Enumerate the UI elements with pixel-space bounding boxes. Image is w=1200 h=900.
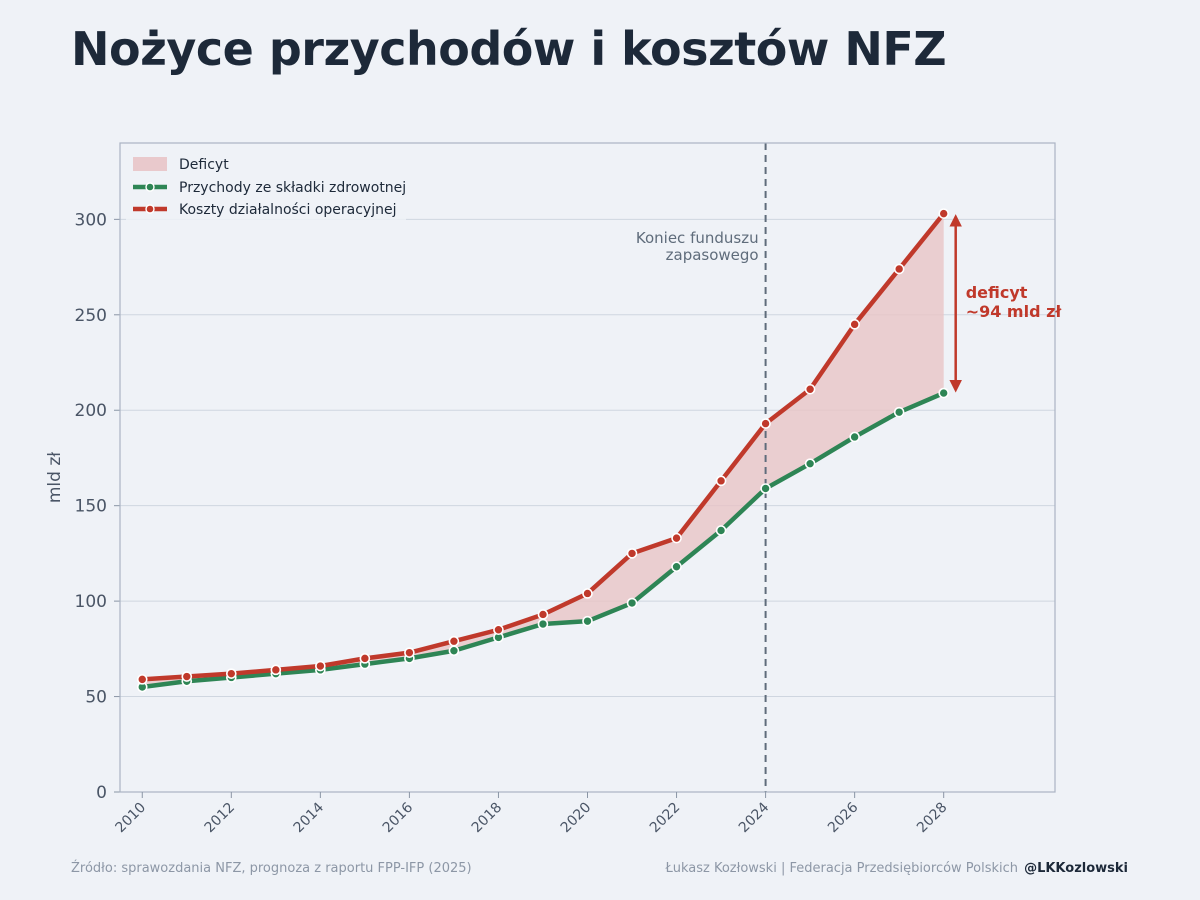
y-tick-label: 200 [75, 401, 107, 421]
deficit-label: deficyt [966, 283, 1028, 302]
data-point [760, 483, 771, 494]
x-tick-label: 2022 [647, 800, 684, 837]
source-note: Źródło: sprawozdania NFZ, prognoza z rap… [71, 861, 472, 876]
x-tick-label: 2024 [736, 799, 773, 836]
data-point [226, 668, 237, 679]
legend-marker [145, 204, 155, 214]
legend-swatch-deficit [133, 157, 167, 171]
fund-end-label: zapasowego [666, 246, 759, 264]
legend: Deficyt Przychody ze składki zdrowotnej Ko… [126, 150, 406, 222]
y-tick-label: 100 [75, 592, 107, 612]
data-point [849, 431, 860, 443]
data-point [448, 635, 460, 647]
data-point [671, 561, 682, 573]
series-layer [136, 208, 949, 693]
x-tick-label: 2018 [469, 800, 506, 837]
data-point [938, 387, 949, 399]
data-point [136, 674, 148, 685]
y-tick-label: 50 [85, 688, 107, 708]
x-tick-label: 2014 [291, 799, 328, 836]
axes: 0 50 100 150 200 250 300 2010 2012 2014 2016 2018 20… [45, 142, 1056, 837]
legend-marker [145, 182, 155, 192]
data-point [537, 618, 549, 630]
y-tick-label: 0 [96, 783, 107, 803]
y-tick-label: 150 [75, 497, 107, 517]
deficit-annotation: deficyt~94 mld zł [949, 214, 1063, 393]
deficit-area [142, 213, 944, 688]
data-point [849, 319, 860, 330]
data-point [404, 647, 415, 658]
data-point [938, 208, 949, 219]
data-point [582, 588, 593, 599]
data-point [582, 615, 593, 627]
data-point [671, 532, 682, 544]
data-point [181, 671, 193, 682]
data-point [626, 597, 638, 609]
y-tick-label: 300 [75, 210, 107, 230]
y-tick-label: 250 [75, 306, 107, 326]
data-point [804, 458, 816, 469]
author-handle: @LKKozlowski [1024, 861, 1128, 876]
x-tick-label: 2026 [825, 799, 862, 836]
data-point [804, 383, 816, 395]
deficit-label: ~94 mld zł [966, 302, 1063, 321]
data-point [359, 653, 371, 664]
x-tick-label: 2028 [914, 800, 951, 837]
x-tick-label: 2012 [202, 800, 239, 837]
y-axis-label: mld zł [45, 452, 65, 503]
fund-end-label: Koniec funduszu [636, 229, 759, 247]
x-tick-label: 2010 [113, 800, 150, 837]
x-tick-label: 2020 [558, 800, 595, 837]
data-point [493, 624, 504, 636]
page-title: Nożyce przychodów i kosztów NFZ [71, 22, 947, 76]
data-point [893, 406, 905, 418]
deficit-area-layer [142, 213, 944, 688]
data-point [626, 548, 638, 559]
legend-label: Koszty działalności operacyjnej [179, 202, 397, 218]
author-credit: Łukasz Kozłowski | Federacja Przedsiębio… [665, 861, 1128, 876]
data-point [715, 475, 727, 487]
data-point [760, 418, 771, 429]
credit-text: Łukasz Kozłowski | Federacja Przedsiębio… [665, 861, 1019, 876]
legend-label-deficit: Deficyt [179, 157, 229, 173]
data-point [537, 609, 549, 620]
plot-frame [119, 142, 1056, 793]
series-costs [136, 208, 949, 685]
data-point [315, 660, 326, 672]
data-point [448, 645, 460, 657]
legend-box [126, 150, 406, 222]
x-tick-label: 2016 [380, 799, 417, 836]
data-point [270, 664, 282, 676]
data-point [893, 263, 905, 275]
legend-label: Przychody ze składki zdrowotnej [179, 180, 406, 196]
data-point [715, 525, 727, 536]
